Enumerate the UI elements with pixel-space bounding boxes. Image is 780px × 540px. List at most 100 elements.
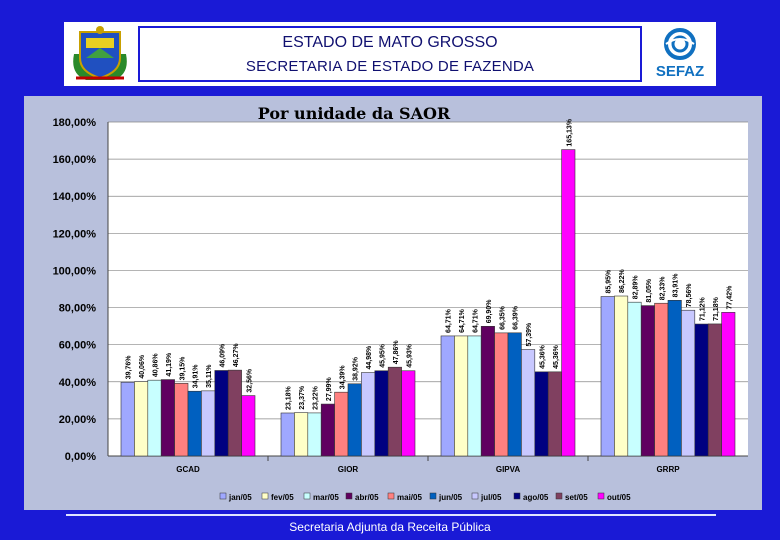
data-label: 45,36% xyxy=(553,344,560,369)
data-label: 45,93% xyxy=(406,343,413,368)
y-tick-label: 40,00% xyxy=(59,377,97,389)
bar xyxy=(534,371,549,457)
bar xyxy=(347,383,362,457)
bar xyxy=(521,349,536,457)
legend-label: jan/05 xyxy=(228,493,252,502)
data-label: 27,99% xyxy=(326,377,333,402)
footer-divider xyxy=(66,514,716,516)
bar xyxy=(120,381,135,457)
bar xyxy=(721,312,736,457)
bar xyxy=(681,309,696,457)
data-label: 46,09% xyxy=(220,343,227,368)
legend-label: set/05 xyxy=(565,493,588,502)
data-label: 86,22% xyxy=(619,268,626,293)
category-label: GRRP xyxy=(656,465,680,474)
legend-swatch xyxy=(597,492,605,500)
data-label: 23,37% xyxy=(299,385,306,410)
legend-label: jul/05 xyxy=(480,493,502,502)
coat-of-arms-icon xyxy=(73,26,127,80)
data-label: 23,18% xyxy=(286,385,293,410)
bar xyxy=(320,403,335,457)
data-label: 40,06% xyxy=(139,354,146,379)
data-label: 82,89% xyxy=(633,275,640,300)
y-tick-label: 140,00% xyxy=(53,191,97,203)
legend-swatch xyxy=(261,492,269,500)
chart-title: Por unidade da SAOR xyxy=(258,104,451,123)
bar xyxy=(654,302,669,457)
bar xyxy=(160,379,175,457)
header-title-line1: ESTADO DE MATO GROSSO xyxy=(282,34,498,51)
bar xyxy=(480,325,495,457)
category-label: GCAD xyxy=(176,465,200,474)
data-label: 82,33% xyxy=(659,276,666,301)
data-label: 46,27% xyxy=(233,343,240,368)
bar xyxy=(614,295,629,457)
bar xyxy=(387,366,402,457)
bar xyxy=(241,395,256,457)
legend-label: mai/05 xyxy=(397,493,422,502)
legend-label: out/05 xyxy=(607,493,631,502)
data-label: 23,22% xyxy=(313,385,320,410)
data-label: 64,71% xyxy=(459,308,466,333)
sefaz-logo: SEFAZ xyxy=(656,28,704,80)
legend-swatch xyxy=(471,492,479,500)
data-label: 71,18% xyxy=(713,296,720,321)
bar xyxy=(294,412,309,457)
data-label: 78,56% xyxy=(686,283,693,308)
legend-label: ago/05 xyxy=(523,493,549,502)
y-tick-label: 80,00% xyxy=(59,303,97,315)
bar xyxy=(374,370,389,457)
bar-chart: 0,00% 20,00% 40,00% 60,00% 80,00% 100,00% 120,… xyxy=(53,104,748,502)
bar xyxy=(640,305,655,457)
data-label: 57,39% xyxy=(526,322,533,347)
data-label: 45,36% xyxy=(540,344,547,369)
data-label: 34,39% xyxy=(339,365,346,390)
bar xyxy=(467,335,482,457)
bar xyxy=(280,412,295,457)
category-label: GIOR xyxy=(338,465,359,474)
chart-panel: 0,00% 20,00% 40,00% 60,00% 80,00% 100,00% 120,… xyxy=(24,96,762,510)
bar xyxy=(214,370,229,457)
data-label: 32,56% xyxy=(246,368,253,393)
data-label: 85,95% xyxy=(606,269,613,294)
data-label: 66,35% xyxy=(499,305,506,330)
data-label: 165,13% xyxy=(566,118,573,146)
legend-swatch xyxy=(303,492,311,500)
data-label: 64,71% xyxy=(473,308,480,333)
bar xyxy=(454,335,469,457)
legend-swatch xyxy=(387,492,395,500)
bar xyxy=(707,323,722,457)
legend-label: fev/05 xyxy=(271,493,294,502)
bar xyxy=(134,381,149,457)
y-tick-label: 100,00% xyxy=(53,265,97,277)
bar xyxy=(627,301,642,457)
data-label: 38,92% xyxy=(353,356,360,381)
data-label: 47,86% xyxy=(393,340,400,365)
y-tick-label: 20,00% xyxy=(59,414,97,426)
bar xyxy=(174,383,189,457)
sefaz-logo-text: SEFAZ xyxy=(656,63,704,80)
data-label: 40,86% xyxy=(153,353,160,378)
data-label: 83,91% xyxy=(673,273,680,298)
data-label: 64,71% xyxy=(446,308,453,333)
y-tick-label: 60,00% xyxy=(59,340,97,352)
legend-label: abr/05 xyxy=(355,493,379,502)
data-label: 45,95% xyxy=(380,343,387,368)
legend-label: mar/05 xyxy=(313,493,339,502)
bar xyxy=(440,335,455,457)
y-tick-label: 160,00% xyxy=(53,154,97,166)
header-banner: ESTADO DE MATO GROSSO SECRETARIA DE ESTA… xyxy=(64,22,716,86)
bar xyxy=(561,149,576,457)
data-label: 39,15% xyxy=(179,356,186,381)
legend-swatch xyxy=(219,492,227,500)
legend-swatch xyxy=(429,492,437,500)
bar xyxy=(307,412,322,457)
bar xyxy=(694,323,709,457)
footer-text: Secretaria Adjunta da Receita Pública xyxy=(289,520,491,534)
bar xyxy=(401,370,416,457)
legend-swatch xyxy=(555,492,563,500)
data-label: 35,11% xyxy=(206,364,213,388)
bar xyxy=(201,390,216,457)
y-tick-label: 180,00% xyxy=(53,117,97,129)
bar xyxy=(361,372,376,457)
